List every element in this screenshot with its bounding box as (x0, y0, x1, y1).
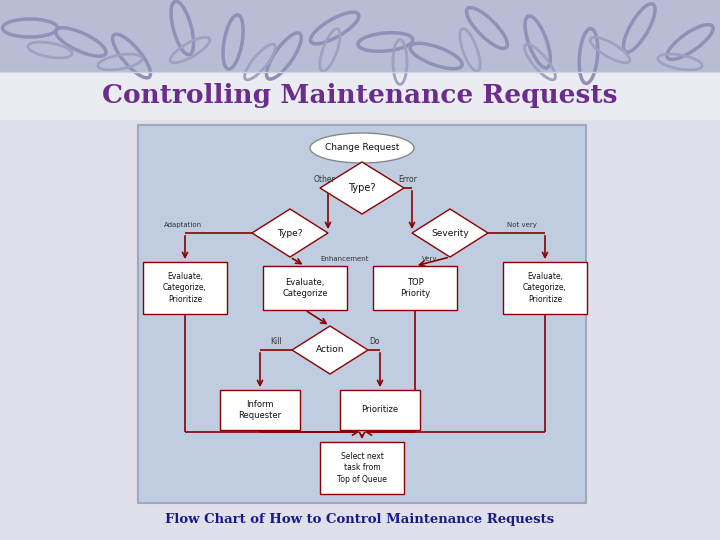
Text: Evaluate,
Categorize,
Prioritize: Evaluate, Categorize, Prioritize (163, 272, 207, 303)
Text: Action: Action (316, 346, 344, 354)
Text: Kill: Kill (270, 338, 282, 347)
Bar (340, 390, 420, 430)
Text: Severity: Severity (431, 228, 469, 238)
Text: Very: Very (422, 256, 438, 262)
Text: Select next
task from
Top of Queue: Select next task from Top of Queue (337, 453, 387, 484)
Bar (320, 442, 404, 494)
Bar (373, 266, 457, 310)
Text: Inform
Requester: Inform Requester (238, 400, 282, 420)
Bar (143, 262, 227, 314)
Polygon shape (292, 326, 368, 374)
Text: Not very: Not very (507, 222, 536, 228)
Text: Other: Other (313, 176, 335, 185)
Text: Prioritize: Prioritize (361, 406, 399, 415)
Polygon shape (252, 209, 328, 257)
Bar (0, 0, 720, 72)
Text: Adaptation: Adaptation (164, 222, 202, 228)
Text: Error: Error (399, 176, 418, 185)
Text: Do: Do (369, 338, 379, 347)
Polygon shape (412, 209, 488, 257)
Bar (0, 72, 720, 120)
Polygon shape (320, 162, 404, 214)
Text: Type?: Type? (348, 183, 376, 193)
Text: Change Request: Change Request (325, 144, 399, 152)
Text: TOP
Priority: TOP Priority (400, 278, 430, 298)
Text: Evaluate,
Categorize,
Prioritize: Evaluate, Categorize, Prioritize (523, 272, 567, 303)
Text: Enhancement: Enhancement (320, 256, 369, 262)
Text: Type?: Type? (277, 228, 302, 238)
Bar (220, 390, 300, 430)
Bar (138, 125, 586, 503)
Bar (263, 266, 347, 310)
Text: Evaluate,
Categorize: Evaluate, Categorize (282, 278, 328, 298)
Text: Flow Chart of How to Control Maintenance Requests: Flow Chart of How to Control Maintenance… (166, 514, 554, 526)
Bar (503, 262, 587, 314)
Ellipse shape (310, 133, 414, 163)
Text: Controlling Maintenance Requests: Controlling Maintenance Requests (102, 84, 618, 109)
